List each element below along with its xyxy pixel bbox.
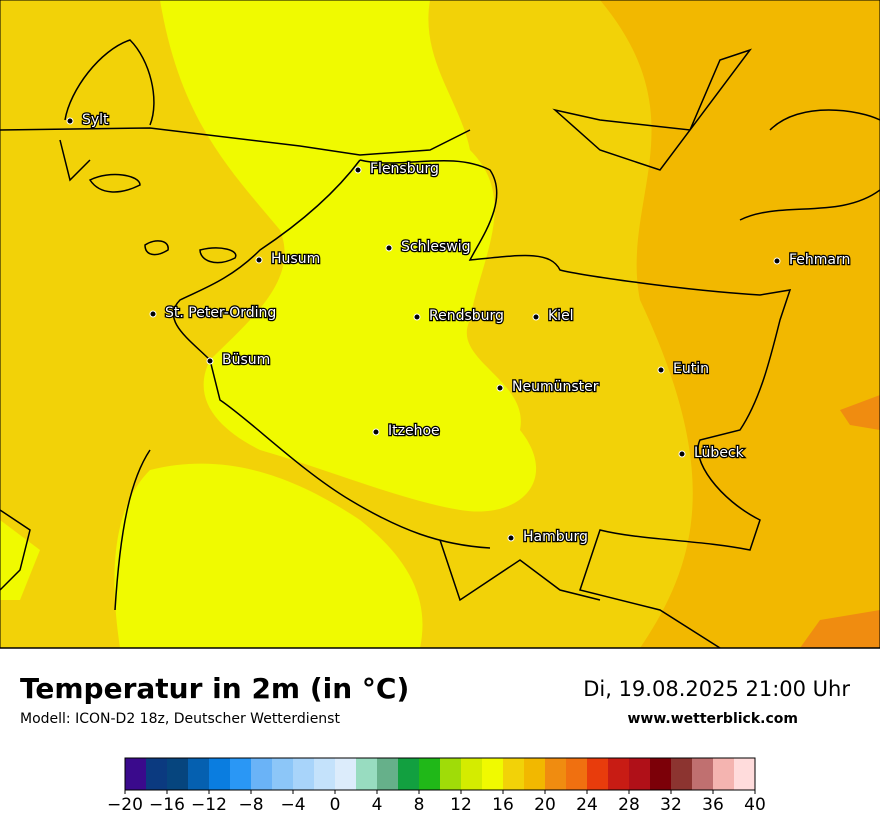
color-swatch xyxy=(587,758,609,790)
subtitle: Modell: ICON-D2 18z, Deutscher Wetterdie… xyxy=(20,711,340,727)
coastline xyxy=(359,159,792,649)
city-dot xyxy=(413,313,421,321)
color-swatch xyxy=(524,758,546,790)
city-label: Schleswig xyxy=(401,239,470,255)
tick-label: 20 xyxy=(534,795,556,815)
city-dot xyxy=(657,366,665,374)
city-label: Flensburg xyxy=(370,161,439,177)
color-swatch xyxy=(419,758,441,790)
map-frame xyxy=(0,0,880,649)
tick-label: 40 xyxy=(744,795,766,815)
tick-label: 24 xyxy=(576,795,598,815)
coastline xyxy=(552,48,880,221)
tick-label: −4 xyxy=(280,795,305,815)
color-swatch xyxy=(503,758,525,790)
city-label: Hamburg xyxy=(523,529,588,545)
color-swatch xyxy=(734,758,756,790)
color-swatch xyxy=(356,758,378,790)
color-bar-frame xyxy=(124,757,756,791)
warmer-region xyxy=(800,395,880,648)
tick-label: −16 xyxy=(149,795,185,815)
tick-label: 36 xyxy=(702,795,724,815)
color-swatch xyxy=(398,758,420,790)
cool-region xyxy=(0,463,423,648)
city-label: Neumünster xyxy=(512,379,599,395)
city-dot xyxy=(206,357,214,365)
border xyxy=(0,127,471,156)
city-label: Lübeck xyxy=(694,445,745,461)
tick-label: 4 xyxy=(372,795,383,815)
cool-region xyxy=(160,0,537,512)
city-label: Husum xyxy=(271,251,320,267)
city-dot xyxy=(255,256,263,264)
tick-label: 0 xyxy=(330,795,341,815)
city-label: Eutin xyxy=(673,361,709,377)
color-swatch xyxy=(314,758,336,790)
island xyxy=(88,173,237,264)
warm-region xyxy=(600,0,880,648)
coastline xyxy=(172,159,491,549)
color-swatch xyxy=(629,758,651,790)
tick-label: 16 xyxy=(492,795,514,815)
tick-label: 32 xyxy=(660,795,682,815)
title: Temperatur in 2m (in °C) xyxy=(20,672,409,705)
color-swatch xyxy=(650,758,672,790)
city-dot xyxy=(149,310,157,318)
city-label: Büsum xyxy=(222,352,270,368)
city-label: Itzehoe xyxy=(388,423,440,439)
color-swatch xyxy=(167,758,189,790)
city-dot xyxy=(773,257,781,265)
color-swatch xyxy=(377,758,399,790)
color-swatch xyxy=(671,758,693,790)
color-swatch xyxy=(335,758,357,790)
coastline xyxy=(0,449,151,611)
color-bar: −20 −16 −12 −8 −4 0 4 8 12 16 20 24 28 32 36 40 xyxy=(107,757,766,815)
color-swatch xyxy=(272,758,294,790)
city-dot xyxy=(66,117,74,125)
color-swatch xyxy=(293,758,315,790)
city-label: Rendsburg xyxy=(429,308,504,324)
tick-label: 8 xyxy=(414,795,425,815)
city-label: Fehmarn xyxy=(789,252,850,268)
city-dot xyxy=(372,428,380,436)
tick-label: −20 xyxy=(107,795,143,815)
datetime: Di, 19.08.2025 21:00 Uhr xyxy=(583,677,850,701)
color-swatch xyxy=(251,758,273,790)
city-label: Kiel xyxy=(548,308,574,324)
website: www.wetterblick.com xyxy=(628,711,799,727)
city-label: St. Peter-Ording xyxy=(165,305,276,321)
color-swatch xyxy=(482,758,504,790)
city-dot xyxy=(496,384,504,392)
color-swatch xyxy=(209,758,231,790)
city-dot xyxy=(507,534,515,542)
city-label: Sylt xyxy=(82,112,109,128)
coastline xyxy=(59,39,155,182)
city-dot xyxy=(354,166,362,174)
color-swatch xyxy=(230,758,252,790)
color-swatch xyxy=(713,758,735,790)
map: Sylt Flensburg Schleswig Husum Fehmarn St. Pe… xyxy=(0,0,880,649)
color-swatch xyxy=(188,758,210,790)
tick-label: −12 xyxy=(191,795,227,815)
tick-label: 12 xyxy=(450,795,472,815)
color-swatch xyxy=(440,758,462,790)
tick-label: 28 xyxy=(618,795,640,815)
color-swatch xyxy=(545,758,567,790)
city-dot xyxy=(678,450,686,458)
tick-label: −8 xyxy=(238,795,263,815)
color-swatch xyxy=(692,758,714,790)
city-layer: Sylt Flensburg Schleswig Husum Fehmarn St. Pe… xyxy=(66,111,852,546)
color-swatch xyxy=(608,758,630,790)
city-dot xyxy=(385,244,393,252)
color-swatch xyxy=(461,758,483,790)
color-swatch xyxy=(566,758,588,790)
color-swatch xyxy=(125,758,147,790)
color-swatch xyxy=(146,758,168,790)
city-dot xyxy=(532,313,540,321)
